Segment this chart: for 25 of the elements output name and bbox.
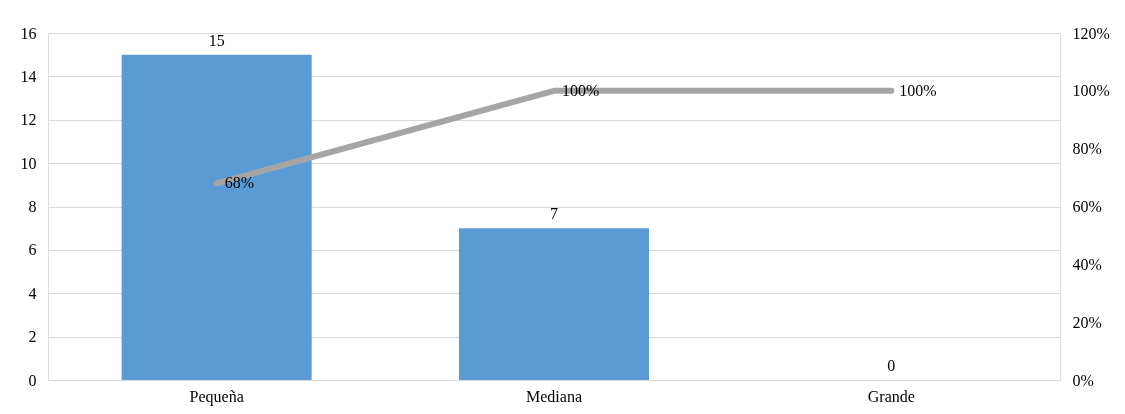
y2-tick-label: 120% <box>1072 24 1110 42</box>
y-tick-label: 8 <box>28 198 37 215</box>
data-label: 68% <box>224 174 254 192</box>
x-tick-label: Mediana <box>526 387 582 405</box>
data-label: 7 <box>550 205 558 223</box>
y-tick-label: 2 <box>28 328 37 346</box>
y-tick-label: 16 <box>20 24 37 42</box>
x-tick-label: Pequeña <box>189 387 244 406</box>
y2-tick-label: 100% <box>1072 82 1110 100</box>
data-label: 0 <box>887 357 896 374</box>
y-tick-label: 10 <box>20 154 37 172</box>
y-tick-label: 0 <box>28 371 37 389</box>
y2-tick-label: 20% <box>1072 313 1102 331</box>
data-label: 100% <box>562 81 600 99</box>
y2-tick-label: 60% <box>1072 198 1102 215</box>
x-tick-label: Grande <box>867 387 915 405</box>
data-label: 15 <box>208 31 225 49</box>
y-tick-label: 4 <box>28 284 37 302</box>
y2-tick-label: 80% <box>1072 140 1102 158</box>
y-tick-label: 14 <box>20 67 37 85</box>
y-tick-label: 6 <box>28 241 37 259</box>
data-label: 100% <box>899 81 937 99</box>
y2-tick-label: 40% <box>1072 255 1102 273</box>
y2-tick-label: 0% <box>1072 371 1094 389</box>
y-tick-label: 12 <box>20 111 37 129</box>
